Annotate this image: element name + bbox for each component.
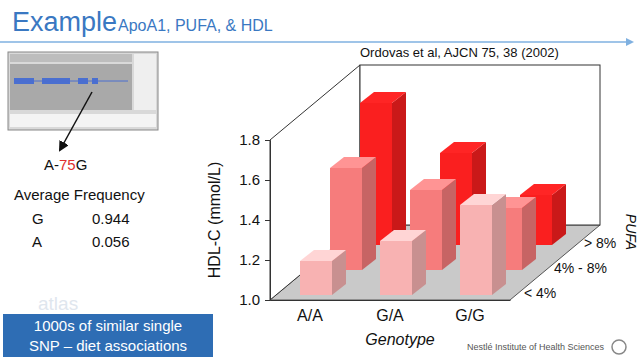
x-tick: G/G — [455, 300, 484, 324]
bar-top — [440, 142, 486, 153]
bar-side — [362, 157, 376, 270]
frequency-title: Average Frequency — [14, 186, 145, 203]
title-rule-arrow — [626, 38, 634, 46]
y-tick-label: 1.4 — [239, 211, 260, 228]
x-tick-label: A/A — [297, 307, 323, 324]
y-tick-label: 1.0 — [239, 291, 260, 308]
snp-label-part: A- — [44, 156, 59, 173]
y-axis-line — [265, 141, 271, 301]
y-tick-mark — [265, 300, 270, 301]
x-tick-label: G/A — [376, 307, 404, 324]
subtitle: ApoA1, PUFA, & HDL — [118, 17, 273, 34]
x-axis: A/A G/A G/G — [271, 300, 511, 324]
series-label: 4% - 8% — [554, 260, 607, 276]
callout-text: SNP – diet associations — [29, 337, 187, 354]
genome-ruler — [10, 54, 132, 62]
bar-front — [300, 261, 332, 295]
y-tick: 1.2 — [239, 251, 270, 268]
y-tick: 1.4 — [239, 211, 270, 228]
y-tick-mark — [265, 220, 270, 221]
bar-top — [520, 184, 566, 195]
x-tick: G/A — [376, 300, 404, 324]
bar-side — [492, 194, 506, 295]
bar-top — [360, 92, 406, 103]
y-tick: 1.8 — [239, 131, 270, 148]
bar-top — [330, 157, 376, 168]
bars — [300, 92, 566, 295]
genome-intron — [14, 81, 128, 82]
snp-arrow — [60, 92, 92, 150]
x-axis-line — [271, 300, 511, 301]
y-tick-mark — [265, 140, 270, 141]
bar-side — [442, 179, 456, 270]
series-label: > 8% — [584, 235, 616, 251]
snp-label-part: 75 — [59, 156, 76, 173]
frequency-allele: A — [32, 233, 42, 250]
callout-text: 1000s of similar single — [34, 317, 182, 334]
title: Example — [12, 7, 117, 37]
frequency-allele: G — [32, 210, 44, 227]
y-tick-label: 1.6 — [239, 171, 260, 188]
snp-label-part: G — [76, 156, 88, 173]
y-tick-label: 1.2 — [239, 251, 260, 268]
bar-top — [460, 194, 506, 205]
bar-top — [410, 179, 456, 190]
callout-box — [2, 313, 214, 358]
bar-side — [522, 197, 536, 270]
frequency-value: 0.056 — [92, 233, 130, 250]
y-axis-title: HDL-C (mmol/L) — [206, 162, 223, 278]
series-axis-title: PUFA — [623, 214, 639, 250]
x-tick: A/A — [297, 300, 323, 324]
footer-logo — [612, 340, 626, 354]
y-tick-mark — [265, 260, 270, 261]
chart: 1.0 1.2 1.4 1.6 1.8 A/A G/A G/G HDL-C (mmol/L) Ge… — [206, 65, 639, 348]
y-axis: 1.0 1.2 1.4 1.6 1.8 — [239, 131, 270, 308]
snp-label: A-75G — [44, 156, 87, 173]
genome-frame — [8, 52, 158, 130]
bar-front — [460, 205, 492, 295]
bar-top — [380, 230, 426, 241]
citation: Ordovas et al, AJCN 75, 38 (2002) — [360, 45, 559, 60]
y-tick: 1.6 — [239, 171, 270, 188]
genome-browser — [8, 52, 158, 130]
bar-side — [392, 92, 406, 245]
watermark: atlas — [38, 293, 78, 314]
frequency-value: 0.944 — [92, 210, 130, 227]
genome-side — [134, 54, 156, 110]
x-tick-label: G/G — [455, 307, 484, 324]
series-label: < 4% — [524, 285, 556, 301]
genome-legend — [10, 114, 156, 127]
y-tick-mark — [265, 180, 270, 181]
bar-front — [380, 241, 412, 295]
bar-side — [412, 230, 426, 295]
footer: Nestlé Institute of Health Sciences — [467, 342, 605, 352]
genome-track — [10, 64, 132, 110]
y-tick-label: 1.8 — [239, 131, 260, 148]
x-axis-title: Genotype — [365, 331, 434, 348]
title-rule — [0, 41, 628, 43]
slide: ExampleApoA1, PUFA, & HDL Ordovas et al, … — [0, 0, 640, 360]
y-tick: 1.0 — [239, 291, 270, 308]
slide-canvas: ExampleApoA1, PUFA, & HDL Ordovas et al, … — [0, 0, 640, 360]
bar-top — [300, 250, 346, 261]
